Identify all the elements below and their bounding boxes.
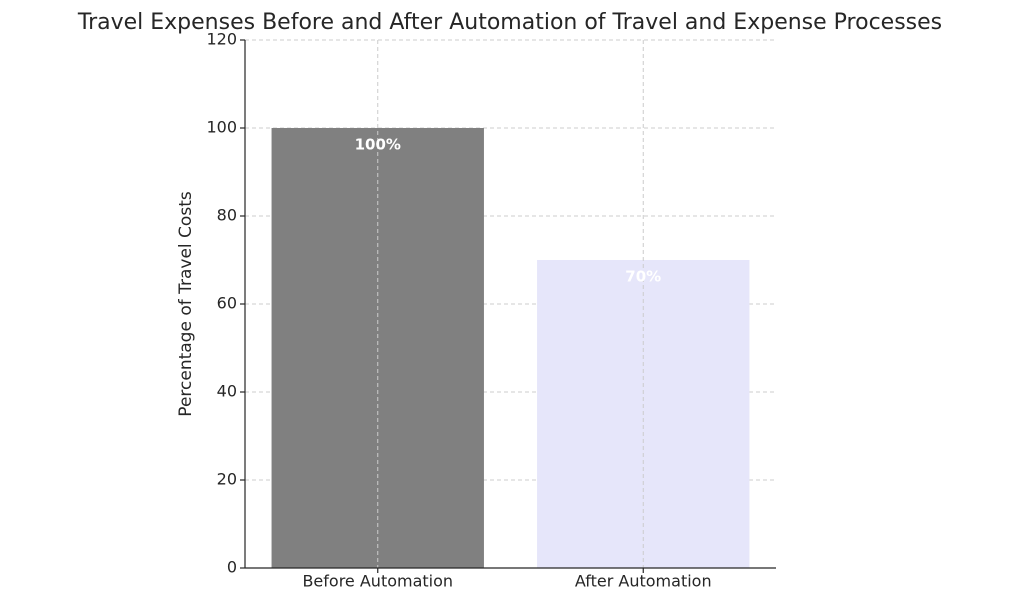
chart-title: Travel Expenses Before and After Automat…: [77, 10, 942, 35]
bars: [271, 128, 750, 568]
y-tick-label: 20: [217, 470, 237, 489]
y-axis-label: Percentage of Travel Costs: [176, 191, 196, 417]
y-tick-label: 0: [227, 558, 237, 577]
x-tick-label: Before Automation: [302, 572, 453, 591]
x-tick-label: After Automation: [575, 572, 712, 591]
y-tick-label: 120: [206, 30, 237, 49]
value-label: 70%: [625, 268, 661, 286]
y-tick-label: 100: [206, 118, 237, 137]
y-tick-label: 80: [217, 206, 237, 225]
value-label: 100%: [355, 136, 401, 154]
y-tick-label: 40: [217, 382, 237, 401]
y-tick-label: 60: [217, 294, 237, 313]
